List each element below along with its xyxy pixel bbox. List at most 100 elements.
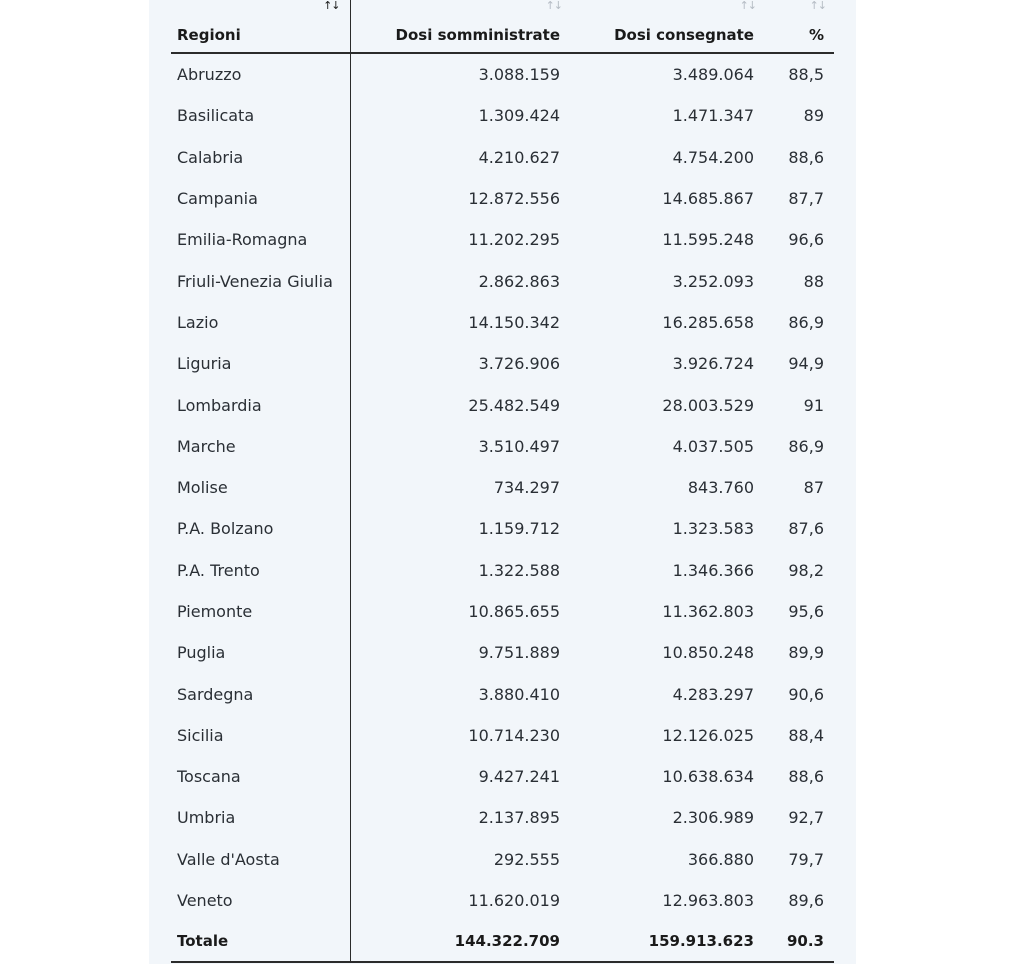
administered-cell: 11.620.019 (468, 891, 560, 911)
administered-cell: 14.150.342 (468, 312, 560, 332)
table-row: P.A. Trento 1.322.588 1.346.366 98,2 (171, 549, 834, 591)
region-cell: Marche (171, 425, 351, 467)
percent-cell: 86,9 (788, 436, 824, 456)
percent-cell: 89,6 (788, 891, 824, 911)
table-row: Emilia-Romagna 11.202.295 11.595.248 96,6 (171, 219, 834, 261)
column-header-label: Dosi consegnate (614, 26, 754, 44)
region-cell: Liguria (171, 343, 351, 385)
administered-cell: 11.202.295 (468, 230, 560, 250)
percent-cell: 88,5 (788, 65, 824, 85)
table-row: Lazio 14.150.342 16.285.658 86,9 (171, 301, 834, 344)
region-cell: Sicilia (171, 714, 351, 757)
table-row: Piemonte 10.865.655 11.362.803 95,6 (171, 590, 834, 633)
region-cell: Emilia-Romagna (171, 219, 351, 261)
percent-cell: 95,6 (788, 602, 824, 621)
table-total-row: Totale 144.322.709 159.913.623 90.3 (171, 921, 834, 964)
delivered-cell: 3.926.724 (672, 354, 754, 374)
administered-cell: 10.714.230 (468, 725, 560, 745)
delivered-cell: 1.346.366 (672, 560, 754, 580)
delivered-cell: 1.471.347 (672, 106, 754, 126)
administered-cell: 9.751.889 (478, 643, 560, 663)
percent-cell: 92,7 (788, 808, 824, 828)
administered-cell: 3.726.906 (478, 354, 560, 374)
vaccine-doses-table: ↑↓ Regioni ↑↓ Dosi somministrate ↑↓ Dosi… (171, 0, 834, 964)
table-row: Basilicata 1.309.424 1.471.347 89 (171, 95, 834, 137)
delivered-cell: 16.285.658 (662, 312, 754, 332)
delivered-cell: 3.489.064 (672, 65, 754, 85)
percent-cell: 98,2 (788, 560, 824, 580)
table-body: Abruzzo 3.088.159 3.489.064 88,5 Basilicata 1… (171, 53, 834, 964)
delivered-cell: 12.126.025 (662, 725, 754, 745)
region-cell: Valle d'Aosta (171, 838, 351, 880)
percent-cell: 89 (803, 106, 824, 126)
region-cell: Molise (171, 466, 351, 509)
sort-arrows-icon[interactable]: ↑↓ (809, 0, 827, 12)
percent-cell: 87,6 (788, 519, 824, 539)
delivered-cell: 3.252.093 (672, 271, 754, 291)
administered-cell: 2.137.895 (478, 808, 560, 828)
delivered-cell: 11.362.803 (662, 602, 754, 621)
percent-cell: 87 (803, 478, 824, 498)
percent-cell: 91 (803, 395, 824, 415)
region-cell: Basilicata (171, 95, 351, 137)
region-cell: Friuli-Venezia Giulia (171, 260, 351, 302)
delivered-cell: 28.003.529 (662, 395, 754, 415)
table-row: P.A. Bolzano 1.159.712 1.323.583 87,6 (171, 508, 834, 550)
percent-cell: 94,9 (788, 354, 824, 374)
delivered-cell: 10.638.634 (662, 767, 754, 787)
sort-arrows-icon[interactable]: ↑↓ (739, 0, 757, 12)
sort-arrows-icon[interactable]: ↑↓ (323, 0, 340, 12)
table-row: Campania 12.872.556 14.685.867 87,7 (171, 177, 834, 220)
percent-cell: 87,7 (788, 189, 824, 209)
region-cell: Campania (171, 177, 351, 220)
column-header-label: Dosi somministrate (395, 26, 560, 44)
column-header-percent[interactable]: ↑↓ % (760, 0, 834, 54)
column-header-regioni[interactable]: ↑↓ Regioni (171, 0, 351, 54)
table-row: Sicilia 10.714.230 12.126.025 88,4 (171, 714, 834, 757)
region-cell: Lazio (171, 301, 351, 344)
administered-cell: 10.865.655 (468, 602, 560, 621)
sort-arrows-icon[interactable]: ↑↓ (545, 0, 563, 12)
delivered-cell: 4.283.297 (672, 684, 754, 704)
table-row: Calabria 4.210.627 4.754.200 88,6 (171, 136, 834, 178)
percent-cell: 88 (803, 271, 824, 291)
percent-cell: 89,9 (788, 643, 824, 663)
table-row: Veneto 11.620.019 12.963.803 89,6 (171, 879, 834, 922)
delivered-cell: 843.760 (687, 478, 754, 498)
delivered-cell: 11.595.248 (662, 230, 754, 250)
column-header-label: Regioni (177, 26, 241, 44)
table-row: Lombardia 25.482.549 28.003.529 91 (171, 384, 834, 426)
table-row: Abruzzo 3.088.159 3.489.064 88,5 (171, 53, 834, 96)
administered-cell: 1.159.712 (478, 519, 560, 539)
administered-cell: 3.880.410 (478, 684, 560, 704)
table-row: Sardegna 3.880.410 4.283.297 90,6 (171, 673, 834, 715)
delivered-cell: 14.685.867 (662, 189, 754, 209)
percent-cell: 96,6 (788, 230, 824, 250)
region-cell: P.A. Bolzano (171, 508, 351, 550)
percent-cell: 86,9 (788, 312, 824, 332)
administered-cell: 2.862.863 (478, 271, 560, 291)
percent-cell: 90,6 (788, 684, 824, 704)
total-delivered-cell: 159.913.623 (566, 921, 760, 964)
administered-cell: 4.210.627 (478, 147, 560, 167)
table-row: Puglia 9.751.889 10.850.248 89,9 (171, 632, 834, 674)
table-row: Molise 734.297 843.760 87 (171, 466, 834, 509)
administered-cell: 25.482.549 (468, 395, 560, 415)
total-percent-cell: 90.3 (760, 921, 834, 964)
percent-cell: 88,6 (788, 767, 824, 787)
table-row: Valle d'Aosta 292.555 366.880 79,7 (171, 838, 834, 880)
region-cell: Lombardia (171, 384, 351, 426)
percent-cell: 88,6 (788, 147, 824, 167)
table-row: Marche 3.510.497 4.037.505 86,9 (171, 425, 834, 467)
table-row: Toscana 9.427.241 10.638.634 88,6 (171, 756, 834, 798)
column-header-dosi-consegnate[interactable]: ↑↓ Dosi consegnate (566, 0, 760, 54)
delivered-cell: 1.323.583 (672, 519, 754, 539)
column-header-dosi-somministrate[interactable]: ↑↓ Dosi somministrate (350, 0, 566, 54)
region-cell: Sardegna (171, 673, 351, 715)
region-cell: Piemonte (171, 590, 351, 633)
administered-cell: 3.510.497 (478, 436, 560, 456)
region-cell: Puglia (171, 632, 351, 674)
administered-cell: 3.088.159 (478, 65, 560, 85)
percent-cell: 88,4 (788, 725, 824, 745)
table-row: Friuli-Venezia Giulia 2.862.863 3.252.093 8… (171, 260, 834, 302)
